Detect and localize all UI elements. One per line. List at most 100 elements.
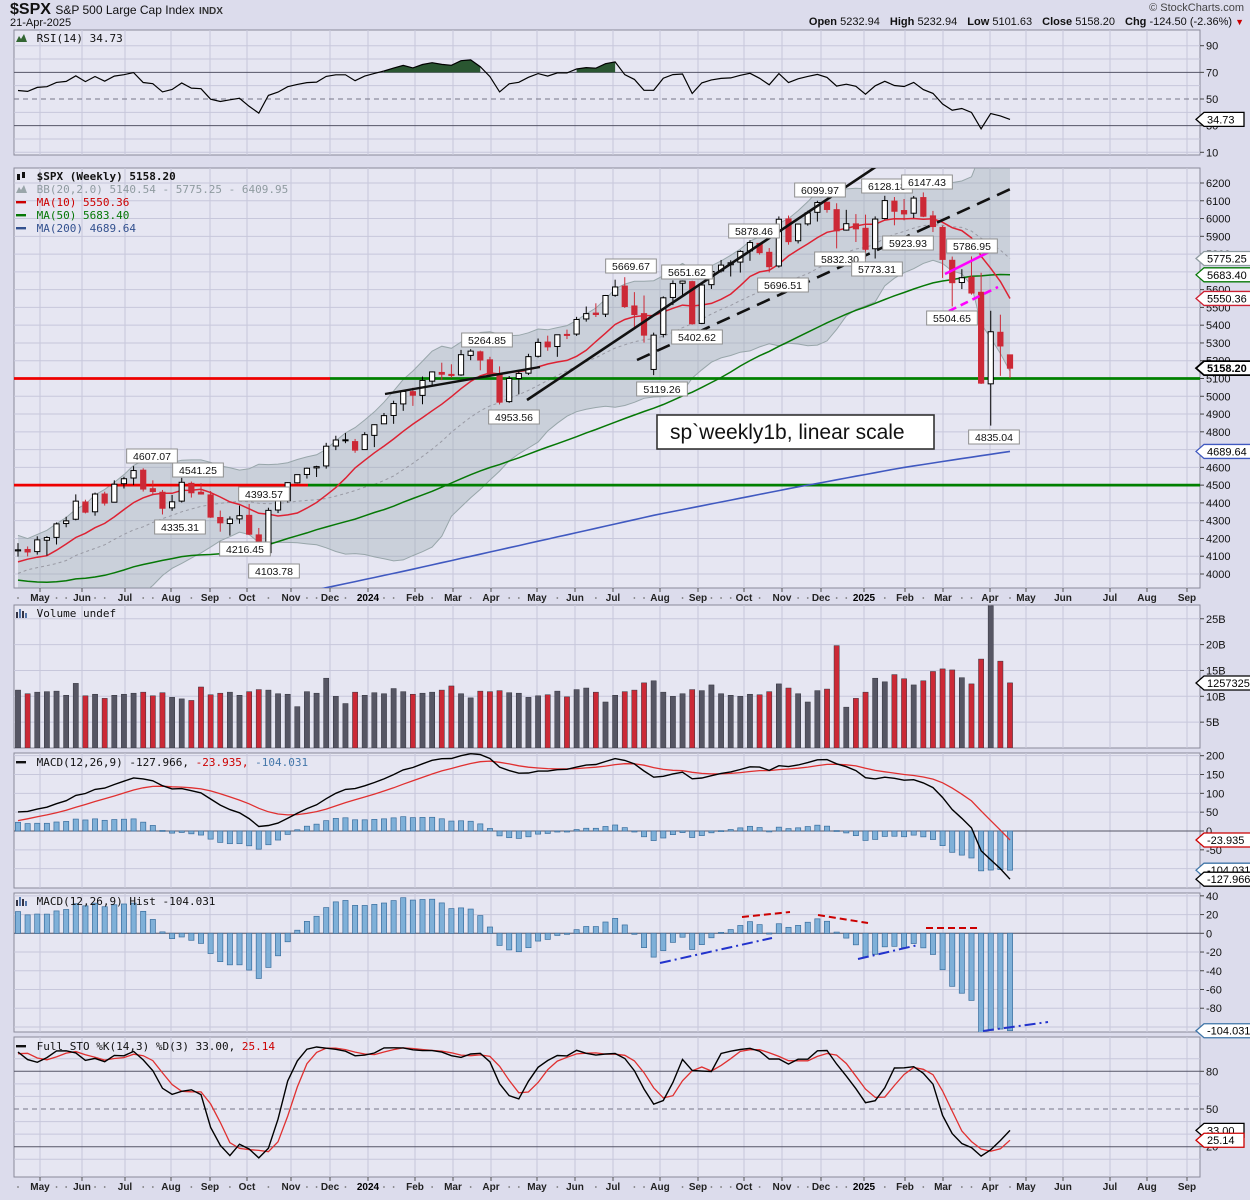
volume-legend-text: Volume undef	[36, 607, 117, 620]
svg-text:Sep: Sep	[1178, 593, 1196, 604]
svg-text:4300: 4300	[1206, 516, 1230, 528]
candles-icon	[16, 171, 27, 184]
open-value: 5232.94	[840, 16, 880, 28]
svg-text:2024: 2024	[357, 1182, 380, 1193]
band-indicator-icon	[16, 184, 27, 197]
svg-text:20B: 20B	[1206, 640, 1226, 652]
svg-text:Aug: Aug	[650, 593, 669, 604]
close-value: 5158.20	[1075, 16, 1115, 28]
chart-note-textbox: sp`weekly1b, linear scale	[670, 421, 905, 444]
svg-text:5786.95: 5786.95	[953, 241, 991, 253]
svg-text:5264.85: 5264.85	[468, 335, 506, 347]
symbol: $SPX	[10, 1, 51, 18]
svg-text:5775.25: 5775.25	[1207, 253, 1247, 265]
svg-text:50: 50	[1206, 807, 1218, 819]
chart-date: 21-Apr-2025	[10, 17, 72, 29]
svg-text:80: 80	[1206, 1066, 1218, 1078]
svg-text:50: 50	[1206, 1104, 1218, 1116]
svg-text:Apr: Apr	[482, 593, 499, 604]
svg-text:5651.62: 5651.62	[668, 267, 706, 279]
svg-text:Sep: Sep	[201, 1182, 219, 1193]
svg-text:Jul: Jul	[1103, 593, 1118, 604]
low-value: 5101.63	[992, 16, 1033, 28]
bars-indicator-icon	[16, 608, 27, 621]
svg-text:5400: 5400	[1206, 320, 1230, 332]
chart-header: $SPX S&P 500 Large Cap Index INDX	[10, 1, 223, 19]
price-panel: 6200610060005900580057005600550054005300…	[13, 167, 1230, 589]
bb-legend-text: BB(20,2.0) 5140.54 - 5775.25 - 6409.95	[36, 183, 289, 196]
svg-text:Sep: Sep	[1178, 1182, 1196, 1193]
symbol-name: S&P 500 Large Cap Index	[55, 3, 195, 17]
svg-text:50: 50	[1206, 94, 1218, 106]
svg-text:2025: 2025	[853, 593, 876, 604]
ma50-legend-text: MA(50) 5683.40	[36, 209, 130, 222]
svg-text:5000: 5000	[1206, 391, 1230, 403]
area-indicator-icon	[16, 33, 27, 46]
svg-text:Jun: Jun	[1054, 1182, 1072, 1193]
ma10-legend: MA(10) 5550.36	[16, 197, 129, 210]
svg-text:Dec: Dec	[321, 593, 340, 604]
month-axis-strip: May Jun Jul Aug Sep Oct Nov Dec 2024 Feb Mar Apr May…	[17, 588, 1196, 604]
svg-text:Jul: Jul	[118, 593, 133, 604]
svg-text:2025: 2025	[853, 1182, 876, 1193]
svg-text:Mar: Mar	[444, 1182, 462, 1193]
svg-text:4953.56: 4953.56	[495, 412, 533, 424]
svg-text:May: May	[527, 1182, 547, 1193]
svg-text:40: 40	[1206, 891, 1218, 903]
close-label: Close	[1042, 16, 1073, 28]
sto-d-value: 25.14	[235, 1040, 276, 1053]
svg-text:Jun: Jun	[566, 1182, 584, 1193]
svg-text:25B: 25B	[1206, 614, 1226, 626]
macd-legend: MACD(12,26,9) -127.966, -23.935, -104.03…	[16, 757, 308, 770]
ma200-legend-text: MA(200) 4689.64	[36, 222, 136, 235]
svg-text:May: May	[527, 593, 547, 604]
ma10-legend-text: MA(10) 5550.36	[36, 196, 130, 209]
svg-text:Sep: Sep	[689, 593, 707, 604]
svg-text:Oct: Oct	[736, 593, 753, 604]
svg-text:Jul: Jul	[606, 1182, 621, 1193]
exchange-label: INDX	[199, 6, 223, 17]
high-label: High	[889, 16, 915, 28]
svg-text:-23.935: -23.935	[1207, 835, 1244, 847]
svg-text:6099.97: 6099.97	[801, 185, 839, 197]
svg-text:6000: 6000	[1206, 214, 1230, 226]
svg-text:2024: 2024	[357, 593, 380, 604]
line-icon	[16, 223, 27, 236]
svg-text:Jul: Jul	[118, 1182, 133, 1193]
svg-text:Jun: Jun	[73, 593, 91, 604]
price-legend-text: $SPX (Weekly) 5158.20	[36, 170, 176, 183]
svg-text:Apr: Apr	[981, 1182, 998, 1193]
rsi-plot	[17, 59, 1011, 130]
svg-text:25.14: 25.14	[1207, 1135, 1235, 1147]
line-icon	[16, 1041, 27, 1054]
svg-text:4103.78: 4103.78	[255, 566, 293, 578]
ma200-legend: MA(200) 4689.64	[16, 223, 136, 236]
sto-panel: 805020	[13, 1036, 1218, 1178]
svg-text:4607.07: 4607.07	[133, 451, 171, 463]
line-icon	[16, 210, 27, 223]
svg-text:Nov: Nov	[773, 1182, 792, 1193]
price-axis-badge: 5683.40	[1195, 267, 1250, 283]
rsi-panel: 9070503010	[13, 29, 1218, 159]
svg-text:-80: -80	[1206, 1003, 1222, 1015]
bb-legend: BB(20,2.0) 5140.54 - 5775.25 - 6409.95	[16, 184, 288, 197]
stockcharts-credit-link[interactable]: © StockCharts.com	[1149, 2, 1244, 14]
sto-k-value: Full STO %K(14,3) %D(3) 33.00,	[36, 1040, 236, 1053]
svg-text:5158.20: 5158.20	[1207, 363, 1247, 375]
macd-hist-legend-text: MACD(12,26,9) Hist -104.031	[36, 895, 216, 908]
svg-text:0: 0	[1206, 928, 1212, 940]
svg-text:4689.64: 4689.64	[1207, 446, 1247, 458]
svg-text:Jun: Jun	[566, 593, 584, 604]
svg-text:5550.36: 5550.36	[1207, 293, 1247, 305]
macd-hist-legend: MACD(12,26,9) Hist -104.031	[16, 896, 215, 909]
svg-text:Nov: Nov	[282, 593, 301, 604]
bars-indicator-icon	[16, 896, 27, 909]
svg-text:5696.51: 5696.51	[764, 280, 802, 292]
svg-text:90: 90	[1206, 41, 1218, 53]
svg-text:Aug: Aug	[650, 1182, 669, 1193]
svg-text:70: 70	[1206, 67, 1218, 79]
volume-legend: Volume undef	[16, 608, 116, 621]
svg-text:10: 10	[1206, 147, 1218, 159]
svg-text:4500: 4500	[1206, 480, 1230, 492]
